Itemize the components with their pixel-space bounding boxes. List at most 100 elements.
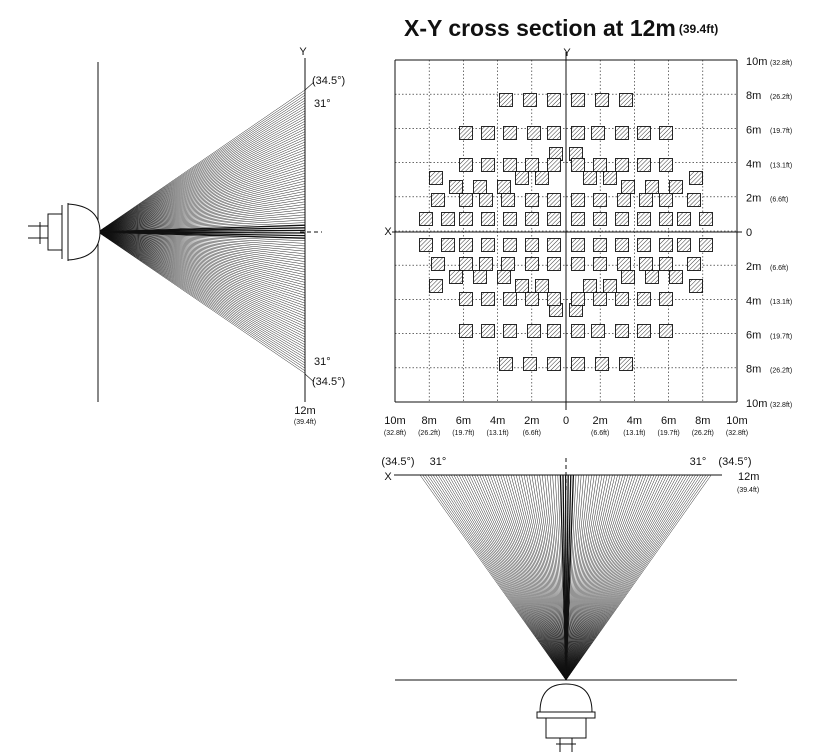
range-label: 12m (294, 405, 315, 417)
detection-zone (499, 357, 513, 371)
beam (440, 474, 567, 681)
beam (565, 474, 608, 681)
detection-zone (499, 93, 513, 107)
beam (97, 231, 306, 294)
beam (508, 474, 567, 681)
beam (453, 474, 567, 681)
detection-zone (571, 93, 585, 107)
beam (565, 474, 616, 681)
detection-zone (595, 357, 609, 371)
detection-zone (639, 193, 653, 207)
beam (97, 231, 306, 268)
detection-zone (637, 324, 651, 338)
beam (565, 474, 613, 681)
beam (97, 231, 306, 358)
detection-zone (429, 171, 443, 185)
beam (565, 474, 647, 681)
beam (565, 474, 629, 681)
y-label-ft: (26.2ft) (770, 94, 792, 101)
detection-zone (659, 292, 673, 306)
beam (565, 474, 683, 681)
detection-zone (645, 180, 659, 194)
angle-label: 31° (314, 356, 331, 368)
detection-zone (619, 357, 633, 371)
beam (565, 474, 642, 681)
detection-zone (503, 158, 517, 172)
beam (565, 474, 650, 681)
detection-zone (525, 257, 539, 271)
beam (463, 474, 567, 681)
beam (482, 474, 567, 681)
beam (565, 474, 707, 681)
angle-label: 31° (430, 456, 447, 468)
detection-zone (687, 193, 701, 207)
beam (438, 474, 567, 681)
detection-zone (617, 257, 631, 271)
detection-zone (459, 212, 473, 226)
detection-zone (571, 238, 585, 252)
beam (448, 474, 567, 681)
detection-zone (501, 193, 515, 207)
detection-zone (501, 257, 515, 271)
beam (97, 209, 306, 233)
sensor-body (545, 717, 587, 739)
beam (97, 180, 306, 233)
beam (565, 474, 611, 681)
beam (97, 172, 306, 233)
detection-zone (449, 270, 463, 284)
beam (97, 219, 306, 233)
detection-zone (669, 270, 683, 284)
y-label: 10m (746, 56, 767, 68)
beam (97, 139, 306, 233)
detection-zone (479, 193, 493, 207)
beam (565, 474, 668, 681)
beam (97, 102, 306, 233)
beam (97, 149, 306, 233)
detection-zone (419, 238, 433, 252)
beam (97, 131, 306, 233)
beam (97, 231, 306, 301)
detection-zone (603, 171, 617, 185)
beam (97, 128, 306, 233)
beam (97, 193, 306, 233)
beam (97, 231, 306, 260)
detection-zone (637, 158, 651, 172)
beam (97, 206, 306, 233)
detection-zone (593, 238, 607, 252)
detection-zone (637, 292, 651, 306)
beam (97, 231, 306, 307)
beam (97, 231, 306, 325)
beam (565, 474, 624, 681)
beam (565, 474, 639, 681)
angle-label: 31° (690, 456, 707, 468)
y-label: 6m (746, 124, 761, 136)
detection-zone (669, 180, 683, 194)
beam (565, 474, 704, 681)
detection-zone (595, 93, 609, 107)
beam (97, 175, 306, 233)
detection-zone (515, 279, 529, 293)
detection-zone (481, 292, 495, 306)
beam (97, 123, 306, 233)
detection-zone (535, 171, 549, 185)
x-label-ft: (32.8ft) (384, 430, 406, 437)
beam (97, 146, 306, 233)
detection-zone (571, 126, 585, 140)
detection-zone (659, 324, 673, 338)
beam (513, 474, 567, 681)
beam (97, 231, 306, 322)
beam (97, 231, 306, 364)
beam (549, 474, 567, 681)
x-label: 2m (524, 415, 539, 427)
detection-zone (441, 212, 455, 226)
beam (97, 231, 306, 239)
beam (521, 474, 567, 681)
x-label-ft: (13.1ft) (623, 430, 645, 437)
beam (97, 121, 306, 233)
beam (97, 154, 306, 233)
beam (97, 141, 306, 233)
beam (97, 157, 306, 233)
detection-zone (687, 257, 701, 271)
beam (435, 474, 567, 681)
beam (97, 231, 306, 314)
